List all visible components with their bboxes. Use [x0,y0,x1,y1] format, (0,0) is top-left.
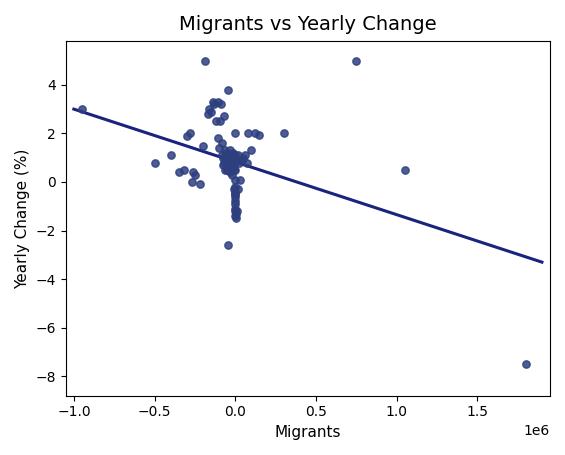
Point [219,154,228,162]
Point [179,166,188,173]
Point [223,166,232,173]
Point [211,118,220,125]
Point [231,207,240,215]
Point [226,157,235,164]
Point [185,130,194,137]
Point [224,86,233,93]
Point [236,176,245,183]
Point [229,154,238,162]
Point [239,154,248,162]
Point [220,147,229,154]
Point [231,193,240,200]
Point [219,159,228,166]
Title: Migrants vs Yearly Change: Migrants vs Yearly Change [179,15,437,34]
Point [231,152,240,159]
Point [230,183,239,191]
Point [227,171,236,178]
Point [198,142,207,149]
Point [166,152,175,159]
Point [231,191,240,198]
Point [217,140,226,147]
Point [189,169,198,176]
Point [208,98,217,106]
Point [195,181,205,188]
Point [231,198,240,205]
Point [228,152,237,159]
Point [230,164,239,171]
Y-axis label: Yearly Change (%): Yearly Change (%) [15,148,30,288]
Point [225,147,234,154]
Point [232,207,241,215]
Point [231,212,240,220]
Point [241,152,250,159]
Point [231,176,240,183]
Point [223,166,232,173]
Point [150,159,159,166]
Point [226,169,235,176]
Point [213,98,222,106]
Point [231,205,240,212]
Point [231,166,240,173]
Point [220,166,229,173]
Point [77,106,86,113]
Point [242,159,251,166]
Point [224,242,233,249]
Point [205,106,214,113]
Point [221,154,231,162]
Point [221,149,230,157]
Point [216,101,225,108]
Point [232,157,241,164]
Point [224,152,233,159]
Point [521,360,531,368]
Point [219,113,228,120]
Point [207,108,216,115]
Point [232,210,241,217]
Point [400,166,409,173]
Point [227,152,236,159]
Point [215,144,224,152]
Point [218,152,227,159]
Point [231,200,240,207]
Point [174,169,183,176]
Point [223,164,232,171]
Point [214,135,223,142]
Point [250,130,259,137]
Point [215,118,224,125]
Point [237,157,246,164]
Point [279,130,288,137]
Point [244,130,253,137]
Point [218,162,227,169]
Point [231,215,240,222]
Point [190,171,199,178]
Point [234,186,243,193]
Point [231,191,240,198]
Point [228,159,237,166]
Point [225,152,234,159]
Point [225,164,234,171]
Point [255,131,264,138]
Point [229,166,238,173]
Point [228,152,237,159]
Point [230,186,239,193]
Point [229,157,238,164]
Point [182,132,192,140]
Point [210,101,219,108]
Point [231,188,240,195]
Point [352,57,361,64]
Point [228,159,237,166]
Point [235,159,244,166]
Point [229,149,238,157]
X-axis label: Migrants: Migrants [275,425,341,440]
Point [233,152,242,159]
Point [203,110,212,117]
Point [201,57,210,64]
Point [247,147,256,154]
Point [187,178,196,186]
Point [231,130,240,137]
Point [222,157,231,164]
